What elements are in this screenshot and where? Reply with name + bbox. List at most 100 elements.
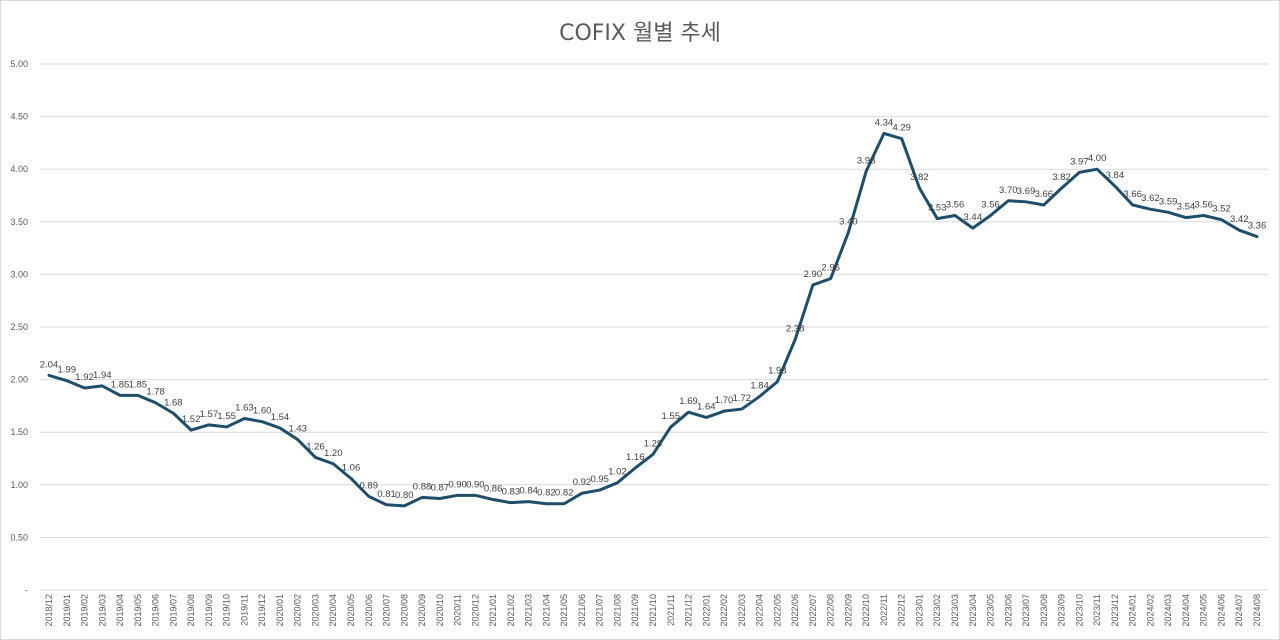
data-label: 3.66 (1035, 189, 1054, 200)
data-label: 3.70 (999, 185, 1018, 196)
x-tick-label: 2020/11 (453, 594, 463, 626)
x-tick-label: 2022/07 (808, 594, 818, 627)
x-tick-label: 2021/05 (559, 594, 569, 627)
x-tick-label: 2020/12 (470, 594, 480, 627)
x-axis-ticks: 2018/12 2019/01 2019/02 2019/03 2019/04 2019/… (44, 594, 1262, 627)
data-label: 1.43 (288, 424, 307, 435)
x-tick-label: 2019/12 (257, 594, 267, 627)
data-label: 1.68 (164, 397, 183, 408)
data-label: 3.56 (981, 199, 1000, 210)
x-tick-label: 2019/08 (186, 594, 196, 627)
x-tick-label: 2021/06 (577, 594, 587, 627)
data-label: 0.90 (448, 479, 467, 490)
x-tick-label: 2020/07 (382, 594, 392, 627)
x-tick-label: 2022/10 (861, 594, 871, 627)
data-label: 3.62 (1141, 193, 1160, 204)
data-label: 3.66 (1123, 189, 1142, 200)
data-label: 2.90 (804, 269, 823, 280)
y-tick-label: 2.50 (10, 322, 28, 332)
data-label: 1.55 (217, 411, 236, 422)
data-label: 1.54 (271, 412, 290, 423)
data-label: 1.52 (182, 414, 201, 425)
x-tick-label: 2021/09 (630, 594, 640, 627)
x-tick-label: 2023/04 (968, 594, 978, 627)
data-label: 1.20 (324, 448, 343, 459)
data-label: 0.87 (431, 482, 450, 493)
data-label: 3.84 (1106, 170, 1125, 181)
data-label: 1.85 (111, 379, 130, 390)
data-label: 2.96 (821, 263, 840, 274)
x-tick-label: 2020/03 (310, 594, 320, 627)
series-line-cofix (47, 131, 1259, 508)
data-label: 3.52 (1212, 204, 1231, 215)
x-tick-label: 2023/09 (1057, 594, 1067, 627)
y-axis-ticks: - 0.50 1.00 1.50 2.00 2.50 3.00 3.50 4.00 4.50 5.0… (10, 59, 28, 595)
x-tick-label: 2019/01 (62, 594, 72, 627)
x-tick-label: 2022/08 (826, 594, 836, 627)
data-label: 0.90 (466, 479, 485, 490)
data-label: 1.64 (697, 401, 716, 412)
data-label: 1.85 (129, 379, 148, 390)
data-label: 1.94 (93, 370, 112, 381)
data-label: 1.57 (200, 409, 219, 420)
y-tick-label: 4.00 (10, 164, 28, 174)
data-label: 1.84 (750, 380, 769, 391)
data-label: 1.70 (715, 395, 734, 406)
x-tick-label: 2019/06 (151, 594, 161, 627)
data-label: 3.44 (964, 212, 983, 223)
x-tick-label: 2023/05 (986, 594, 996, 627)
data-label: 1.99 (58, 365, 77, 376)
x-tick-label: 2024/08 (1252, 594, 1262, 627)
x-tick-label: 2023/08 (1039, 594, 1049, 627)
data-label: 0.92 (573, 477, 592, 488)
data-label: 0.89 (360, 480, 379, 491)
x-tick-label: 2021/03 (524, 594, 534, 627)
x-tick-label: 2019/10 (222, 594, 232, 627)
chart-title: COFIX 월별 추세 (559, 21, 721, 46)
y-tick-label: 1.50 (10, 427, 28, 437)
x-tick-label: 2020/06 (364, 594, 374, 627)
y-tick-label: 3.00 (10, 269, 28, 279)
x-tick-label: 2019/05 (133, 594, 143, 627)
series-layer (47, 131, 1259, 508)
data-label: 0.88 (413, 481, 432, 492)
y-tick-label: - (25, 585, 28, 595)
y-tick-label: 2.00 (10, 375, 28, 385)
x-tick-label: 2018/12 (44, 594, 54, 627)
x-tick-label: 2019/02 (80, 594, 90, 627)
x-tick-label: 2021/01 (488, 594, 498, 627)
x-tick-label: 2019/07 (168, 594, 178, 627)
y-tick-label: 0.50 (10, 532, 28, 542)
y-tick-label: 1.00 (10, 480, 28, 490)
x-tick-label: 2021/02 (506, 594, 516, 627)
data-label: 3.56 (1194, 199, 1213, 210)
data-label: 0.80 (395, 490, 414, 501)
x-tick-label: 2023/12 (1110, 594, 1120, 627)
x-tick-label: 2019/03 (97, 594, 107, 627)
x-tick-label: 2022/12 (897, 594, 907, 627)
y-tick-label: 3.50 (10, 217, 28, 227)
data-label: 1.98 (768, 366, 787, 377)
x-tick-label: 2020/10 (435, 594, 445, 627)
data-label: 0.82 (555, 488, 574, 499)
data-label: 1.55 (662, 411, 681, 422)
y-tick-label: 5.00 (10, 59, 28, 69)
data-label: 4.29 (892, 123, 911, 134)
data-label: 1.63 (235, 403, 254, 414)
data-label: 1.92 (75, 372, 94, 383)
x-tick-label: 2022/01 (701, 594, 711, 627)
data-label: 1.16 (626, 452, 645, 463)
x-tick-label: 2020/05 (346, 594, 356, 627)
data-label: 3.97 (1070, 156, 1089, 167)
x-tick-label: 2024/04 (1181, 594, 1191, 627)
x-tick-label: 2024/05 (1199, 594, 1209, 627)
x-tick-label: 2023/07 (1021, 594, 1031, 627)
x-tick-label: 2024/07 (1234, 594, 1244, 627)
x-tick-label: 2024/02 (1145, 594, 1155, 627)
x-tick-label: 2024/03 (1163, 594, 1173, 627)
data-label: 2.04 (40, 359, 59, 370)
x-tick-label: 2022/09 (843, 594, 853, 627)
x-tick-label: 2023/02 (932, 594, 942, 627)
